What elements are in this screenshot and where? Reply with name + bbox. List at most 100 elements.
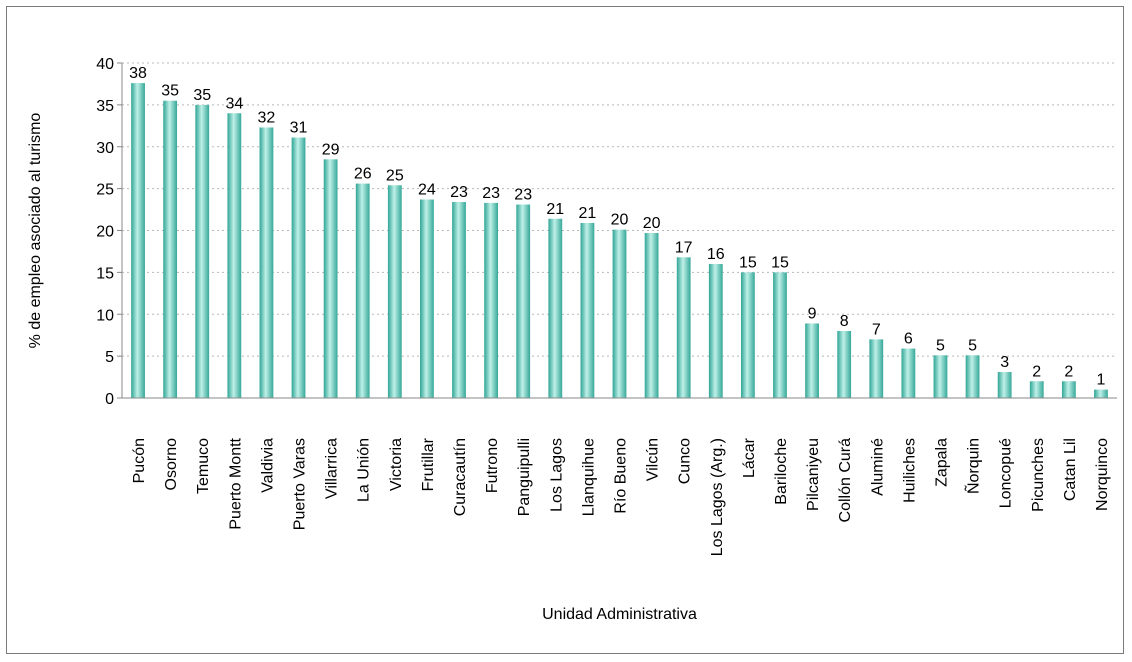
data-label: 21 xyxy=(579,205,597,222)
data-label: 15 xyxy=(739,254,757,271)
bar xyxy=(291,137,306,398)
x-tick-label: Los Lagos xyxy=(548,438,565,512)
y-axis-title: % de empleo asociado al turismo xyxy=(27,113,44,349)
bar xyxy=(484,202,499,398)
data-label: 38 xyxy=(129,65,147,82)
chart-frame: 0 5 10 15 20 25 30 35 40 38 35 35 34 32 31 29 26 25 24 23 2… xyxy=(6,6,1124,654)
data-label: 20 xyxy=(643,215,661,232)
bar xyxy=(452,202,466,398)
bar xyxy=(869,339,884,398)
x-tick-label: Futrono xyxy=(484,438,501,493)
x-tick-label: Temuco xyxy=(195,438,212,494)
x-tick-label: Pilcaniyeu xyxy=(805,438,822,511)
bar xyxy=(612,229,627,398)
y-tick-label: 0 xyxy=(105,391,114,408)
x-tick-label: Vilcún xyxy=(645,438,662,481)
bar xyxy=(420,199,434,398)
bar xyxy=(773,272,787,398)
x-tick-label: Llanquihue xyxy=(580,438,597,516)
y-tick-label: 35 xyxy=(96,98,114,115)
bar xyxy=(516,204,531,398)
y-tick-label: 30 xyxy=(96,140,114,157)
x-axis-title: Unidad Administrativa xyxy=(542,606,697,623)
x-tick-label: Zapala xyxy=(933,438,950,487)
x-tick-label: Picunches xyxy=(1030,438,1047,512)
bar xyxy=(323,159,338,398)
data-label: 29 xyxy=(322,141,340,158)
y-tick-label: 5 xyxy=(105,349,114,366)
bar xyxy=(355,183,370,398)
x-tick-label: Catan Lil xyxy=(1062,438,1079,501)
y-tick-label: 20 xyxy=(96,224,114,241)
bar xyxy=(1061,381,1076,398)
data-label: 20 xyxy=(611,212,629,229)
x-tick-label: La Unión xyxy=(356,438,373,502)
bar xyxy=(1094,389,1108,398)
data-label: 23 xyxy=(482,185,500,202)
data-label: 23 xyxy=(514,187,532,204)
bar xyxy=(387,185,402,398)
data-label: 7 xyxy=(872,321,881,338)
bar xyxy=(676,257,691,398)
data-label: 26 xyxy=(354,166,372,183)
bar xyxy=(740,272,755,398)
data-label: 6 xyxy=(904,331,913,348)
x-tick-label: Bariloche xyxy=(773,438,790,505)
data-label: 8 xyxy=(840,313,849,330)
data-label: 15 xyxy=(771,254,789,271)
y-tick-label: 10 xyxy=(96,307,114,324)
data-label: 2 xyxy=(1032,363,1041,380)
x-tick-label: Osorno xyxy=(163,438,180,491)
x-tick-label: Villarrica xyxy=(324,438,341,499)
x-tick-label: Collón Curá xyxy=(837,438,854,523)
data-label: 9 xyxy=(808,305,817,322)
x-tick-label: Río Bueno xyxy=(613,438,630,514)
x-tick-label: Loncopué xyxy=(998,438,1015,508)
x-tick-labels: Pucón Osorno Temuco Puerto Montt Valdivia Pue… xyxy=(131,437,1111,556)
bar xyxy=(227,113,242,398)
bar xyxy=(997,372,1012,398)
bar xyxy=(933,355,948,398)
x-tick-label: Victoria xyxy=(388,438,405,491)
bar xyxy=(965,355,980,398)
bar xyxy=(837,331,852,398)
data-label: 31 xyxy=(290,120,308,137)
x-tick-label: Frutillar xyxy=(420,437,437,491)
data-label: 1 xyxy=(1096,372,1105,389)
x-tick-label: Curacautín xyxy=(452,438,469,516)
bar xyxy=(548,218,563,398)
data-label: 25 xyxy=(386,167,404,184)
x-tick-label: Pucón xyxy=(131,438,148,483)
data-label: 21 xyxy=(546,201,564,218)
data-label: 35 xyxy=(193,87,211,104)
x-tick-label: Lácar xyxy=(741,437,758,478)
data-label: 17 xyxy=(675,239,693,256)
data-label: 5 xyxy=(936,337,945,354)
x-tick-label: Panguipulli xyxy=(516,438,533,516)
bar xyxy=(1029,381,1044,398)
x-tick-label: Aluminé xyxy=(869,438,886,496)
x-tick-label: Puerto Varas xyxy=(292,438,309,530)
bar xyxy=(131,83,145,398)
data-label: 16 xyxy=(707,246,725,263)
bar xyxy=(580,222,595,398)
y-tick-label: 25 xyxy=(96,182,114,199)
bar xyxy=(163,100,178,398)
x-tick-label: Puerto Montt xyxy=(227,437,244,529)
bar xyxy=(805,323,819,398)
data-label: 32 xyxy=(258,109,276,126)
data-label: 5 xyxy=(968,337,977,354)
data-label: 24 xyxy=(418,182,436,199)
bar xyxy=(708,264,723,398)
x-tick-label: Norquinco xyxy=(1094,438,1111,511)
bar xyxy=(195,104,210,398)
bar xyxy=(259,127,274,399)
bars xyxy=(131,83,1108,399)
bar xyxy=(644,233,659,398)
bar xyxy=(901,348,916,398)
x-tick-label: Los Lagos (Arg.) xyxy=(709,438,726,556)
x-tick-label: Valdivia xyxy=(259,438,276,493)
data-label: 34 xyxy=(225,95,243,112)
